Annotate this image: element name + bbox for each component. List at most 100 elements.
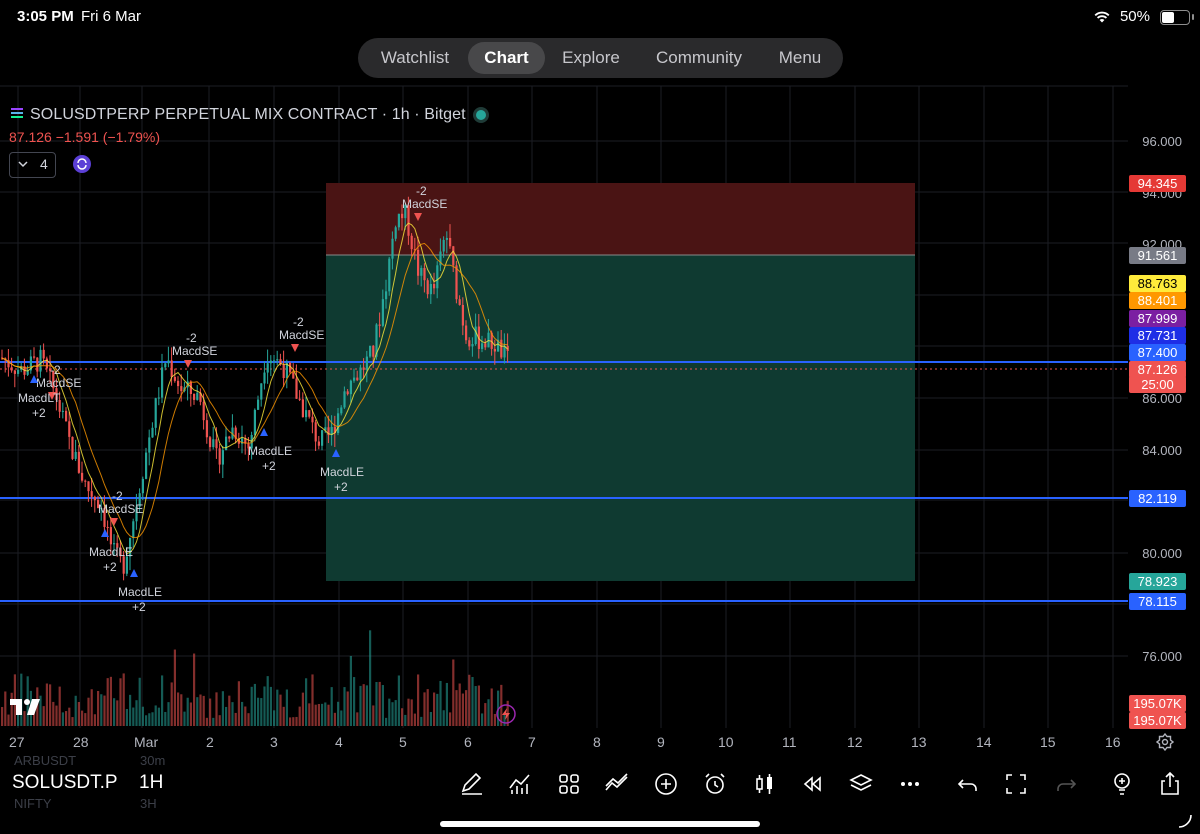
volume-bar bbox=[103, 695, 106, 726]
candle-body bbox=[458, 299, 461, 305]
volume-bar bbox=[157, 707, 160, 726]
alarm-clock-icon[interactable] bbox=[701, 770, 729, 798]
idea-lightbulb-icon[interactable] bbox=[1108, 770, 1136, 798]
candle-body bbox=[317, 441, 320, 446]
candle-body bbox=[289, 363, 292, 373]
candle-body bbox=[61, 410, 64, 412]
signal-label: MacdLE bbox=[89, 545, 133, 559]
indicators-icon[interactable] bbox=[506, 770, 534, 798]
tab-chart[interactable]: Chart bbox=[468, 42, 545, 74]
undo-icon[interactable] bbox=[954, 770, 982, 798]
candle-body bbox=[113, 543, 116, 545]
candle-body bbox=[215, 439, 218, 449]
candle-type-icon[interactable] bbox=[750, 770, 778, 798]
lightning-icon[interactable] bbox=[496, 704, 516, 729]
tab-explore[interactable]: Explore bbox=[562, 48, 620, 67]
time-tick: 12 bbox=[847, 734, 863, 750]
volume-bar bbox=[301, 692, 304, 726]
battery-icon bbox=[1160, 10, 1194, 25]
entry-price-badge: 91.561 bbox=[1129, 247, 1186, 264]
candle-body bbox=[426, 280, 429, 295]
time-tick: 14 bbox=[976, 734, 992, 750]
volume-bar bbox=[106, 678, 109, 726]
candle-body bbox=[429, 284, 432, 295]
volume-bar bbox=[93, 714, 96, 726]
time-tick: 10 bbox=[718, 734, 734, 750]
candle-body bbox=[279, 359, 282, 365]
redo-icon[interactable] bbox=[1052, 770, 1080, 798]
candle-body bbox=[285, 363, 288, 379]
tab-menu[interactable]: Menu bbox=[778, 48, 822, 67]
volume-bar bbox=[276, 689, 279, 726]
ma-purple-badge: 87.999 bbox=[1129, 310, 1186, 327]
current-symbol[interactable]: SOLUSDT.P bbox=[12, 772, 118, 793]
candle-body bbox=[119, 547, 122, 557]
candle-body bbox=[449, 237, 452, 247]
volume-bar bbox=[397, 675, 400, 726]
indicators-toggle-button[interactable]: 4 bbox=[9, 152, 56, 178]
time-tick: 2 bbox=[206, 734, 214, 750]
fullscreen-icon[interactable] bbox=[1002, 770, 1030, 798]
candle-body bbox=[481, 343, 484, 349]
current-timeframe[interactable]: 1H bbox=[139, 772, 164, 793]
sync-icon[interactable] bbox=[72, 154, 92, 179]
volume-bar bbox=[273, 710, 276, 726]
volume-bar bbox=[474, 686, 477, 726]
volume-bar bbox=[359, 685, 362, 726]
candle-body bbox=[301, 399, 304, 418]
settings-gear-icon[interactable] bbox=[1155, 732, 1175, 756]
symbol-header[interactable]: SOLUSDTPERP PERPETUAL MIX CONTRACT · 1h … bbox=[10, 104, 486, 126]
volume-bar bbox=[125, 708, 128, 726]
volume-bar bbox=[468, 674, 471, 726]
candle-body bbox=[234, 427, 237, 439]
market-open-indicator bbox=[475, 110, 486, 120]
candle-body bbox=[353, 377, 356, 381]
candle-body bbox=[321, 430, 324, 446]
add-icon[interactable] bbox=[652, 770, 680, 798]
candle-body bbox=[103, 507, 106, 527]
candle-body bbox=[180, 386, 183, 392]
tab-community[interactable]: Community bbox=[656, 48, 742, 67]
volume-bar bbox=[449, 712, 452, 726]
signal-label: MacdSE bbox=[98, 502, 143, 516]
candle-body bbox=[340, 407, 343, 414]
layers-icon[interactable] bbox=[847, 770, 875, 798]
ma-orange-badge: 88.401 bbox=[1129, 292, 1186, 309]
draw-tool-icon[interactable] bbox=[458, 770, 486, 798]
candle-body bbox=[244, 438, 247, 444]
ghost-ticker: NIFTY bbox=[14, 796, 52, 811]
replay-icon[interactable] bbox=[798, 770, 826, 798]
candle-body bbox=[257, 399, 260, 410]
candle-body bbox=[385, 291, 388, 300]
candle-body bbox=[253, 409, 256, 435]
tab-watchlist[interactable]: Watchlist bbox=[380, 48, 450, 67]
candle-body bbox=[33, 356, 36, 358]
volume-bar bbox=[295, 716, 298, 726]
candle-body bbox=[417, 249, 420, 276]
volume-bar bbox=[423, 692, 426, 726]
candle-body bbox=[52, 370, 55, 389]
candle-body bbox=[282, 364, 285, 379]
volume-bar bbox=[122, 673, 125, 726]
more-icon[interactable] bbox=[896, 770, 924, 798]
volume-bar bbox=[119, 678, 122, 726]
candle-body bbox=[276, 359, 279, 361]
resize-handle-icon[interactable] bbox=[1177, 813, 1193, 834]
volume-bar bbox=[500, 684, 503, 726]
candle-body bbox=[154, 398, 157, 428]
candle-body bbox=[324, 427, 327, 431]
candle-body bbox=[93, 496, 96, 501]
layout-grid-icon[interactable] bbox=[555, 770, 583, 798]
volume-bar bbox=[413, 713, 416, 726]
volume-bar bbox=[253, 683, 256, 726]
ma-yellow bbox=[1, 222, 508, 555]
compare-icon[interactable] bbox=[603, 770, 631, 798]
time-tick: 8 bbox=[593, 734, 601, 750]
candle-body bbox=[506, 345, 509, 351]
candle-body bbox=[84, 480, 87, 482]
candle-body bbox=[260, 383, 263, 400]
candle-body bbox=[36, 357, 39, 372]
candle-body bbox=[263, 372, 266, 384]
share-icon[interactable] bbox=[1156, 770, 1184, 798]
